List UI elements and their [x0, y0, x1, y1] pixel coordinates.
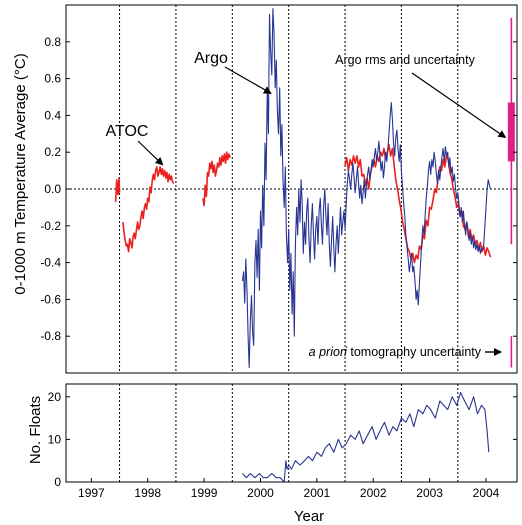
top-ytick-label: -0.2 [40, 219, 61, 233]
top-ytick-label: 0.8 [44, 35, 61, 49]
x-axis-label: Year [294, 508, 324, 525]
xtick-label: 1998 [134, 486, 161, 500]
argo-uncertainty-bar [507, 102, 515, 162]
xtick-label: 2003 [416, 486, 443, 500]
xtick-label: 2004 [473, 486, 500, 500]
atoc-annotation: ATOC [106, 123, 149, 140]
atoc-series-line [202, 151, 231, 207]
xtick-label: 2000 [247, 486, 274, 500]
bottom-ytick-label: 10 [48, 432, 62, 446]
tomography-annotation-rest: tomography uncertainty [347, 345, 482, 359]
top-ytick-label: 0.4 [44, 108, 61, 122]
float-count-panel: 0 10 20 1997 1998 1999 2000 2001 2002 2003 2004 [48, 383, 518, 500]
bottom-ytick-label: 0 [54, 475, 61, 489]
argo-series-line [241, 8, 492, 369]
xtick-label: 1997 [78, 486, 105, 500]
float-count-line [242, 391, 490, 483]
atoc-series-line [122, 166, 175, 253]
top-ytick-label: 0.0 [44, 182, 61, 196]
top-ytick-label: 0.6 [44, 72, 61, 86]
top-ylabel: 0-1000 m Temperature Average (°C) [12, 53, 29, 294]
atoc-series-line [114, 177, 121, 202]
atoc-arrow [137, 140, 164, 166]
argo-arrow [224, 66, 272, 94]
xtick-label: 2001 [304, 486, 331, 500]
argo-rms-annotation: Argo rms and uncertainty [335, 53, 475, 67]
bottom-ylabel: No. Floats [27, 396, 44, 464]
bottom-plot-frame [65, 383, 518, 483]
temperature-panel: -0.8 -0.6 -0.4 -0.2 0.0 0.2 0.4 0.6 0.8 ATOC Argo A… [40, 4, 518, 374]
tomography-annotation-italic: a priori [309, 345, 348, 359]
top-ytick-label: -0.8 [40, 329, 61, 343]
xtick-label: 1999 [191, 486, 218, 500]
top-ytick-label: -0.4 [40, 256, 61, 270]
atoc-series-line [344, 144, 492, 264]
top-ytick-label: -0.6 [40, 292, 61, 306]
xtick-label: 2002 [360, 486, 387, 500]
argo-annotation: Argo [194, 50, 228, 67]
top-ytick-label: 0.2 [44, 145, 61, 159]
tomography-annotation: a priori tomography uncertainty [309, 345, 482, 359]
argo-rms-arrow [411, 72, 507, 139]
bottom-ytick-label: 20 [48, 390, 62, 404]
